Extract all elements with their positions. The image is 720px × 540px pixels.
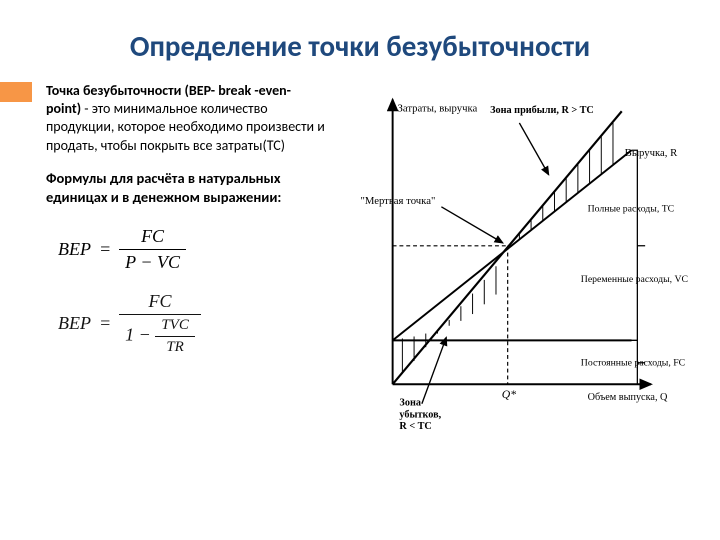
f1-lhs: BEP [58,239,91,260]
definition-rest: - это минимальное количество продукции, … [46,100,325,153]
f1-eq: = [99,239,111,260]
xaxis-label: Объем выпуска, Q [588,392,668,403]
vc-label: Переменные расходы, VC [581,274,688,285]
dead-point-label: "Мертвая точка" [360,195,435,207]
profit-zone-arrow [519,123,548,175]
profit-zone-label: Зона прибыли, R > TC [490,105,594,116]
accent-bar [0,82,32,102]
vc-bracket [632,150,646,340]
f1-den: P − VC [119,250,186,273]
slide-title: Определение точки безубыточности [30,28,690,64]
loss-zone-l2: убытков, [399,409,441,420]
f2-den: 1 − TVC TR [119,315,201,356]
definition-paragraph: Точка безубыточности (BEP- break -even-p… [46,82,325,155]
f1-num: FC [119,226,186,250]
revenue-label: Выручка, R [625,147,678,159]
content-row: Точка безубыточности (BEP- break -even-p… [30,82,690,438]
dead-point-arrow [441,207,502,243]
f2-den-num: TVC [155,317,195,337]
f1-frac: FC P − VC [119,226,186,273]
f2-eq: = [99,313,111,334]
right-column: Затраты, выручка Зона прибыли, R > TC Вы… [339,82,690,438]
f2-num: FC [119,291,201,315]
profit-hatch [519,123,613,239]
bep-chart: Затраты, выручка Зона прибыли, R > TC Вы… [339,82,690,433]
slide-root: Определение точки безубыточности Точка б… [0,0,720,540]
formula-1: BEP = FC P − VC [58,226,325,273]
f2-den-top: 1 − [125,325,151,345]
left-column: Точка безубыточности (BEP- break -even-p… [30,82,325,438]
yaxis-label: Затраты, выручка [398,102,478,114]
formula-2: BEP = FC 1 − TVC TR [58,291,325,356]
loss-zone-arrow [422,337,446,403]
tc-label: Полные расходы, TC [588,204,675,215]
f2-lhs: BEP [58,313,91,334]
fc-label: Постоянные расходы, FC [581,358,685,369]
f2-den-frac: TVC TR [155,317,195,356]
f2-frac: FC 1 − TVC TR [119,291,201,356]
f2-den-den: TR [155,337,195,356]
qstar-label: Q* [502,388,516,401]
formulas-subhead: Формулы для расчёта в натуральных единиц… [46,169,325,208]
loss-zone-l1: Зона [399,398,421,409]
loss-zone-l3: R < TC [399,421,431,432]
